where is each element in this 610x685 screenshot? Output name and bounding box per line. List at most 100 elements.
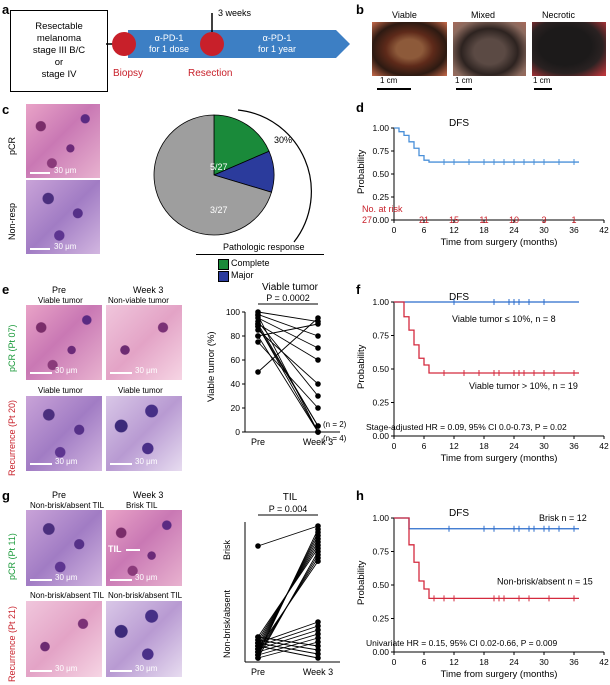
y-tick-label: 0.50 — [372, 580, 389, 590]
e-col-week3: Week 3 — [133, 285, 164, 295]
e-post-point — [315, 333, 321, 339]
panel-c-label: c — [2, 102, 10, 117]
row-label-pcr: pCR — [7, 136, 17, 155]
y-tick-label: 0.75 — [372, 331, 389, 341]
legend-rule — [196, 254, 324, 255]
photo-mixed — [453, 22, 526, 76]
x-tick-label: 42 — [599, 441, 609, 451]
risk-count: 1 — [571, 215, 576, 225]
scale-label-e1: 30 μm — [55, 366, 78, 375]
g-pair-line — [257, 525, 319, 547]
pie-slice-other — [153, 114, 272, 236]
e-pair-line — [257, 326, 319, 433]
histology-g-1b — [106, 510, 182, 586]
legend-major: Major — [231, 270, 254, 280]
g-x-tick-week3: Week 3 — [303, 667, 333, 677]
box-line-5: stage IV — [41, 69, 77, 80]
scale-label-g4: 30 μm — [135, 664, 158, 673]
e-x-tick-pre: Pre — [251, 437, 265, 447]
g-pair-line — [257, 639, 319, 651]
photo-necrotic — [532, 22, 606, 76]
e-pair-line — [257, 313, 319, 337]
legend-viable-low: Viable tumor ≤ 10%, n = 8 — [452, 314, 556, 324]
km-title: DFS — [449, 292, 469, 303]
til-label: TIL — [108, 544, 122, 554]
e-title: Viable tumor — [262, 282, 319, 293]
e-post-point — [315, 423, 321, 429]
g-post-point — [315, 619, 321, 625]
scale-label-e4: 30 μm — [135, 457, 158, 466]
scale-bar-b2 — [456, 88, 472, 90]
g-y-label-nonbrisk: Non-brisk/absent — [222, 589, 232, 658]
g-pair-line — [257, 560, 319, 650]
e-row-pcr: pCR (Pt 07) — [7, 324, 17, 372]
panel-d-label: d — [356, 100, 364, 115]
g-sub-1b: Brisk TIL — [126, 501, 158, 510]
risk-count: 11 — [479, 215, 488, 225]
y-tick-label: 0.25 — [372, 614, 389, 624]
e-y-tick-label: 80 — [231, 331, 241, 341]
km-plot-h: DFS 1.00 0.75 0.50 0.25 0.000 6 12 18 24 30 36 42 Tim… — [356, 508, 609, 680]
x-tick-label: 30 — [539, 657, 549, 667]
arrow-2-line-1: α-PD-1 — [262, 33, 292, 43]
risk-label: No. at risk — [362, 204, 403, 214]
y-tick-label: 0.00 — [372, 431, 389, 441]
e-pair-line — [257, 315, 319, 433]
pie-slice-complete — [213, 114, 270, 176]
g-sub-2a: Non-brisk/absent TIL — [30, 591, 105, 600]
arrow-1-text: α-PD-1 for 1 dose — [134, 33, 204, 55]
scale-label-g2: 30 μm — [135, 573, 158, 582]
x-tick-label: 18 — [479, 441, 489, 451]
arrow-1-line-2: for 1 dose — [148, 44, 190, 54]
scale-label-e2: 30 μm — [135, 366, 158, 375]
g-post-point — [315, 647, 321, 653]
legend-brisk: Brisk n = 12 — [539, 513, 587, 523]
e-pair-line — [257, 323, 319, 361]
panel-g-label: g — [2, 488, 10, 503]
g-pre-point — [255, 634, 261, 640]
km-plot-d: DFS 1.00 0.75 0.50 0.25 0.000 6 12 18 24 30 36 42 Tim… — [356, 118, 609, 248]
scale-bar-c2 — [30, 248, 50, 250]
x-axis-label: Time from surgery (months) — [441, 237, 558, 248]
response-arc — [237, 109, 312, 243]
e-pre-point — [255, 323, 261, 330]
title-mixed: Mixed — [471, 10, 496, 20]
x-tick-label: 0 — [392, 441, 397, 451]
hr-text: Univariate HR = 0.15, 95% CI 0.02-0.66, … — [366, 638, 557, 648]
g-col-week3: Week 3 — [133, 490, 164, 500]
g-pair-line — [257, 641, 319, 659]
scale-label-g1: 30 μm — [55, 573, 78, 582]
g-pair-line — [257, 629, 319, 650]
y-tick-label: 1.00 — [372, 297, 389, 307]
risk-count: 21 — [419, 215, 429, 225]
y-tick-label: 1.00 — [372, 513, 389, 523]
legend-complete: Complete — [231, 258, 270, 268]
e-post-point — [315, 429, 321, 435]
e-sub-1b: Non-viable tumor — [108, 296, 169, 305]
scale-bar-g4 — [110, 670, 132, 672]
g-pvalue: P = 0.004 — [269, 504, 308, 514]
e-sub-1a: Viable tumor — [38, 296, 83, 305]
e-post-point — [315, 405, 321, 411]
histology-e-1b — [106, 305, 182, 380]
title-necrotic: Necrotic — [542, 10, 576, 20]
x-tick-label: 0 — [392, 225, 397, 235]
y-tick-label: 0.25 — [372, 398, 389, 408]
e-y-tick-label: 40 — [231, 379, 241, 389]
g-post-point — [315, 623, 321, 629]
row-label-nonresp: Non-resp — [7, 202, 17, 240]
x-tick-label: 42 — [599, 657, 609, 667]
y-tick-label: 1.00 — [372, 123, 389, 133]
scale-label-e3: 30 μm — [55, 457, 78, 466]
y-axis-label: Probability — [356, 149, 367, 194]
pie-chart — [153, 109, 312, 243]
x-tick-label: 42 — [599, 225, 609, 235]
g-post-point — [315, 627, 321, 633]
g-y-label-brisk: Brisk — [222, 540, 232, 560]
box-line-4: or — [54, 57, 64, 68]
g-post-point — [315, 643, 321, 649]
y-tick-label: 0.25 — [372, 192, 389, 202]
inclusion-box: Resectable melanoma stage III B/C or sta… — [10, 10, 108, 92]
risk-count: 10 — [509, 215, 519, 225]
legend-viable-high: Viable tumor > 10%, n = 19 — [469, 381, 578, 391]
